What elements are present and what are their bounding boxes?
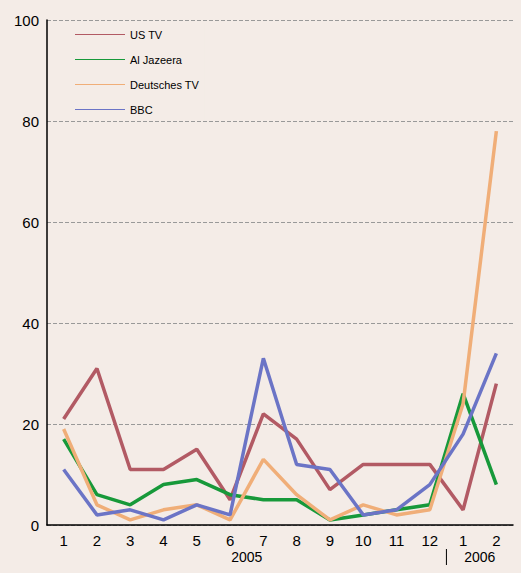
svg-text:US TV: US TV (130, 29, 163, 41)
svg-text:7: 7 (259, 532, 267, 549)
svg-text:2: 2 (492, 532, 500, 549)
svg-text:9: 9 (326, 532, 334, 549)
svg-text:2005: 2005 (231, 549, 262, 565)
svg-text:5: 5 (193, 532, 201, 549)
svg-text:20: 20 (22, 416, 39, 433)
svg-text:60: 60 (22, 214, 39, 231)
svg-text:80: 80 (22, 113, 39, 130)
svg-text:BBC: BBC (130, 104, 153, 116)
svg-text:Deutsches TV: Deutsches TV (130, 79, 200, 91)
svg-text:10: 10 (355, 532, 372, 549)
svg-text:12: 12 (421, 532, 438, 549)
svg-text:6: 6 (226, 532, 234, 549)
svg-text:2: 2 (93, 532, 101, 549)
svg-text:1: 1 (59, 532, 67, 549)
svg-text:Al Jazeera: Al Jazeera (130, 54, 183, 66)
svg-text:100: 100 (14, 12, 39, 29)
svg-text:11: 11 (389, 532, 405, 549)
svg-text:4: 4 (159, 532, 167, 549)
svg-text:0: 0 (31, 517, 39, 534)
svg-text:2006: 2006 (464, 549, 495, 565)
svg-text:40: 40 (22, 315, 39, 332)
svg-text:8: 8 (292, 532, 300, 549)
svg-text:3: 3 (126, 532, 134, 549)
svg-text:1: 1 (459, 532, 467, 549)
